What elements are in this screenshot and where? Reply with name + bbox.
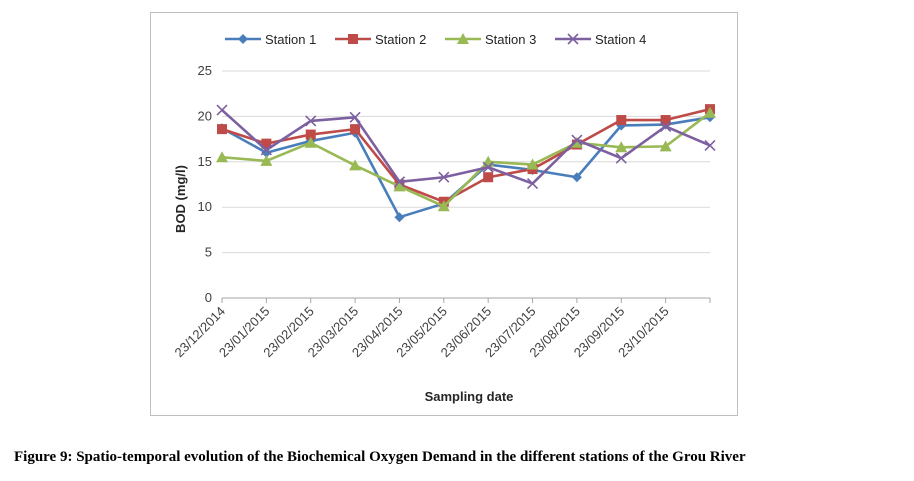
data-point: [261, 147, 272, 158]
data-point: [660, 120, 672, 132]
data-point: [260, 144, 272, 156]
data-point: [616, 115, 627, 126]
data-point: [304, 136, 317, 148]
data-point: [349, 111, 361, 123]
series-lines: [216, 104, 716, 223]
legend-marker: [457, 33, 469, 44]
legend-item-station-3: Station 3: [445, 32, 536, 47]
data-point: [394, 212, 405, 223]
series-2: [217, 104, 715, 207]
legend-marker: [567, 33, 579, 45]
data-point: [217, 124, 227, 135]
legend-marker: [348, 34, 358, 44]
data-point: [526, 158, 539, 170]
data-point: [216, 104, 228, 116]
data-point: [704, 106, 716, 118]
legend-label: Station 4: [595, 32, 646, 47]
figure-caption: Figure 9: Spatio-temporal evolution of t…: [14, 449, 746, 465]
legend: Station 1 Station 2 Station 3 Station 4: [225, 32, 646, 47]
data-point: [350, 124, 361, 135]
data-point: [393, 180, 406, 192]
series-1: [217, 112, 715, 223]
data-point: [260, 154, 273, 166]
y-tick-label: 5: [205, 245, 212, 260]
y-axis-title: BOD (mg/l): [173, 165, 188, 233]
data-point: [615, 141, 628, 153]
data-point: [483, 172, 494, 183]
data-point: [526, 178, 539, 190]
data-point: [571, 172, 582, 183]
data-point: [216, 151, 228, 163]
data-point: [659, 140, 672, 152]
series-3: [216, 106, 716, 212]
data-point: [349, 159, 362, 171]
legend-label: Station 3: [485, 32, 536, 47]
data-point: [305, 129, 316, 140]
data-point: [570, 136, 583, 148]
legend-item-station-1: Station 1: [225, 32, 316, 47]
y-tick-label: 10: [198, 199, 212, 214]
y-tick-label: 15: [198, 154, 212, 169]
data-point: [393, 176, 406, 188]
data-point: [571, 134, 583, 146]
legend-item-station-2: Station 2: [335, 32, 426, 47]
legend-item-station-4: Station 4: [555, 32, 646, 47]
legend-label: Station 1: [265, 32, 316, 47]
axes: 051015202523/12/201423/01/201523/02/2015…: [171, 63, 711, 360]
data-point: [438, 171, 450, 183]
data-point: [482, 161, 494, 173]
legend-label: Station 2: [375, 32, 426, 47]
series-line: [221, 111, 711, 208]
data-point: [704, 139, 716, 152]
data-point: [615, 152, 627, 164]
data-point: [437, 200, 450, 212]
chart-area: 0 5 10 15 20 25 23/12/2014 23/01/2015 23/02/2015…: [150, 12, 738, 416]
data-point: [660, 115, 671, 126]
x-axis-title: Sampling date: [425, 389, 514, 404]
series-line: [221, 107, 711, 204]
y-tick-label: 25: [198, 63, 212, 78]
series-line: [221, 109, 711, 185]
legend-marker: [238, 34, 248, 44]
y-tick-label: 20: [198, 108, 212, 123]
bod-line-chart: 051015202523/12/201423/01/201523/02/2015…: [171, 32, 716, 404]
y-tick-label: 0: [205, 290, 212, 305]
data-point: [305, 115, 317, 127]
data-point: [261, 138, 272, 149]
series-4: [216, 104, 716, 190]
